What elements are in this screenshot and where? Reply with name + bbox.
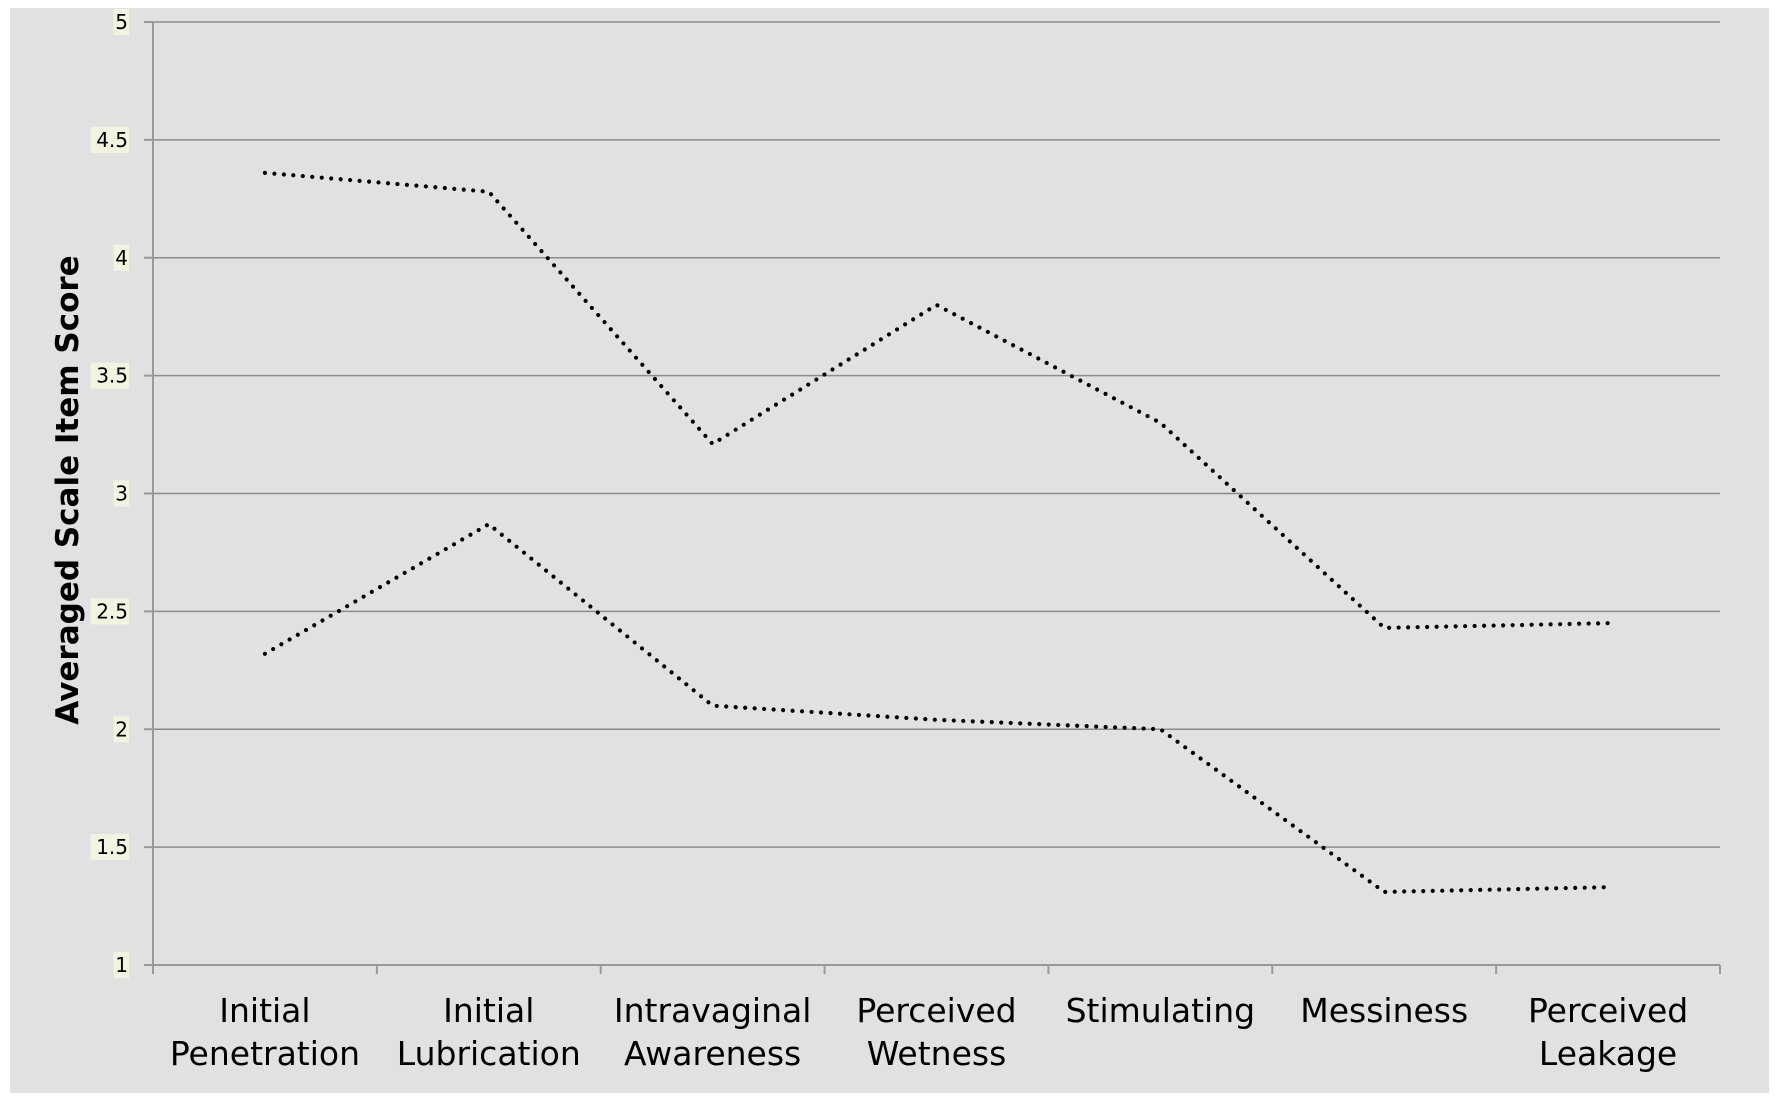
y-tick-label: 2 bbox=[115, 717, 128, 741]
x-category-label-line: Leakage bbox=[1539, 1034, 1677, 1073]
x-category-label-line: Perceived bbox=[1528, 991, 1688, 1030]
x-category-label-line: Awareness bbox=[624, 1034, 801, 1073]
y-axis-title: Averaged Scale Item Score bbox=[50, 255, 86, 724]
chart-background bbox=[10, 8, 1769, 1093]
x-category-label-line: Initial bbox=[443, 991, 534, 1030]
x-category-label-line: Lubrication bbox=[397, 1034, 581, 1073]
y-tick-label: 5 bbox=[115, 10, 128, 34]
x-category-label-line: Intravaginal bbox=[614, 991, 812, 1030]
x-category-label-line: Perceived bbox=[856, 991, 1016, 1030]
y-tick-label: 1 bbox=[115, 953, 128, 977]
x-category-label: Messiness bbox=[1300, 991, 1468, 1030]
y-tick-label: 4 bbox=[115, 246, 128, 270]
x-category-label-line: Stimulating bbox=[1066, 991, 1255, 1030]
x-category-label-line: Initial bbox=[219, 991, 310, 1030]
y-tick-label: 2.5 bbox=[96, 599, 128, 623]
x-category-label: Stimulating bbox=[1066, 991, 1255, 1030]
y-tick-label: 4.5 bbox=[96, 128, 128, 152]
x-category-label-line: Messiness bbox=[1300, 991, 1468, 1030]
x-category-label-line: Penetration bbox=[170, 1034, 360, 1073]
y-tick-label: 1.5 bbox=[96, 835, 128, 859]
y-tick-label: 3 bbox=[115, 482, 128, 506]
y-tick-label: 3.5 bbox=[96, 364, 128, 388]
x-category-label-line: Wetness bbox=[867, 1034, 1007, 1073]
